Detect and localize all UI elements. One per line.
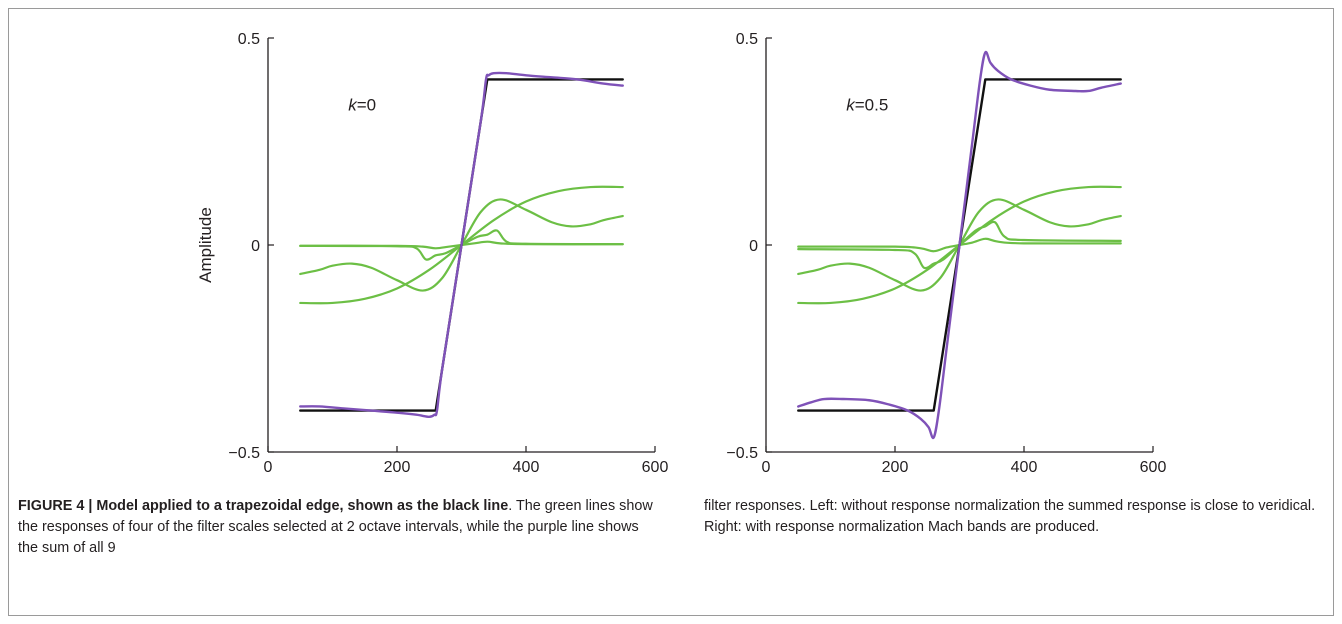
x-tick-label: 600 <box>1140 459 1167 476</box>
x-axis-title: Pixels <box>439 489 484 490</box>
sum-line <box>797 50 1122 440</box>
y-tick-label: 0.5 <box>238 31 260 48</box>
x-tick-label: 200 <box>882 459 909 476</box>
y-tick-label: −0.5 <box>726 445 758 462</box>
sum-line <box>299 71 624 419</box>
y-tick-label: 0.5 <box>736 31 758 48</box>
caption-text-part2: filter responses. Left: without response… <box>704 498 1316 535</box>
caption-column-left: FIGURE 4 | Model applied to a trapezoida… <box>18 496 658 559</box>
y-tick-label: 0 <box>251 238 260 255</box>
x-tick-label: 200 <box>384 459 411 476</box>
x-tick-label: 400 <box>513 459 540 476</box>
caption-column-right: filter responses. Left: without response… <box>704 496 1324 538</box>
k-annotation: k=0 <box>348 95 376 114</box>
y-axis-title: Amplitude <box>196 207 215 283</box>
k-annotation-value: =0 <box>357 95 376 114</box>
caption-label: FIGURE 4 | Model applied to a trapezoida… <box>18 498 509 514</box>
k-annotation-value: =0.5 <box>855 95 889 114</box>
x-tick-label: 400 <box>1011 459 1038 476</box>
k-annotation-var: k <box>348 95 358 114</box>
figure-frame <box>8 8 1334 616</box>
k-annotation-var: k <box>846 95 856 114</box>
x-tick-label: 0 <box>762 459 771 476</box>
x-tick-label: 600 <box>642 459 669 476</box>
x-tick-label: 0 <box>264 459 273 476</box>
caption-text-part1: . The green lines show the responses of … <box>18 498 653 556</box>
y-tick-label: −0.5 <box>228 445 260 462</box>
y-tick-label: 0 <box>749 238 758 255</box>
k-annotation: k=0.5 <box>846 95 888 114</box>
x-axis-title: Pixels <box>937 489 982 490</box>
